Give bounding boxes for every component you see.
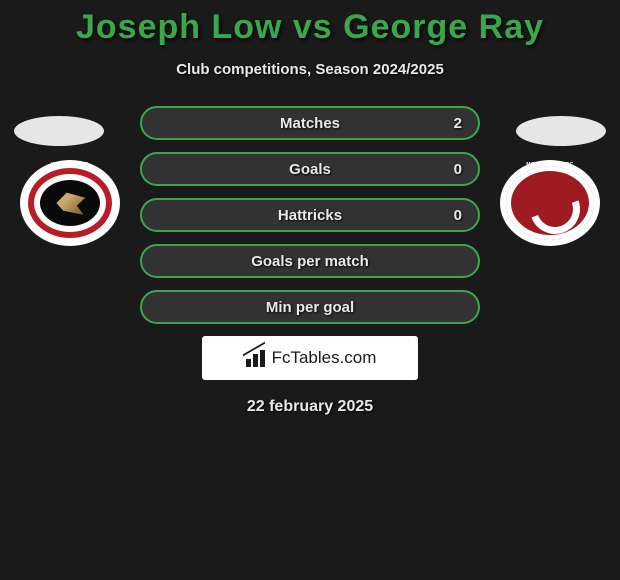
team-crest-right: MORECAMBE FC — [500, 160, 600, 246]
stat-label: Matches — [280, 115, 340, 132]
crest-inner-right — [516, 176, 584, 230]
generated-date: 22 february 2025 — [0, 398, 620, 416]
page-title: Joseph Low vs George Ray — [0, 0, 620, 47]
stat-label: Min per goal — [266, 299, 354, 316]
brand-attribution[interactable]: FcTables.com — [202, 336, 418, 380]
subtitle: Club competitions, Season 2024/2025 — [0, 61, 620, 78]
stat-bar: Hattricks 0 — [140, 198, 480, 232]
brand-text: FcTables.com — [272, 348, 377, 368]
bar-chart-icon — [244, 349, 266, 367]
crest-inner-left — [40, 180, 100, 226]
stat-bar: Goals per match — [140, 244, 480, 278]
stat-value-right: 2 — [454, 115, 462, 132]
stat-bar: Goals 0 — [140, 152, 480, 186]
crest-label-right: MORECAMBE FC — [500, 162, 600, 168]
stat-label: Goals per match — [251, 253, 369, 270]
stat-value-right: 0 — [454, 207, 462, 224]
comparison-stage: WALSALL FC MORECAMBE FC Matches 2 Goals … — [0, 106, 620, 324]
shrimp-icon — [530, 184, 570, 222]
stat-label: Goals — [289, 161, 331, 178]
crest-label-left: WALSALL FC — [20, 162, 120, 168]
stat-label: Hattricks — [278, 207, 342, 224]
player-silhouette-right — [516, 116, 606, 146]
stat-value-right: 0 — [454, 161, 462, 178]
stat-bars: Matches 2 Goals 0 Hattricks 0 Goals per … — [140, 106, 480, 324]
team-crest-left: WALSALL FC — [20, 160, 120, 246]
stat-bar: Min per goal — [140, 290, 480, 324]
bird-icon — [53, 190, 87, 216]
stat-bar: Matches 2 — [140, 106, 480, 140]
player-silhouette-left — [14, 116, 104, 146]
